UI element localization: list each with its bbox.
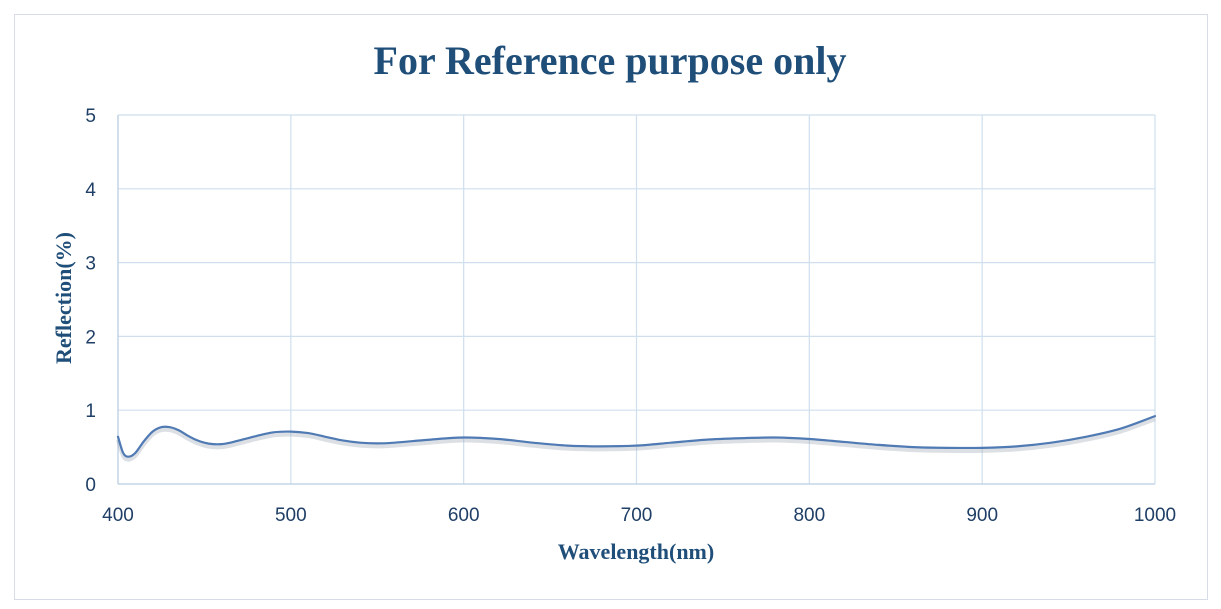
y-tick-label: 2 — [85, 327, 96, 348]
chart-title: For Reference purpose only — [374, 38, 847, 83]
x-tick-label: 700 — [621, 505, 653, 526]
series-line — [116, 415, 1157, 458]
x-tick-label: 800 — [793, 505, 825, 526]
x-axis-title: Wavelength(nm) — [558, 539, 714, 564]
y-tick-label: 0 — [85, 475, 96, 496]
tick-labels: 0 1 2 3 4 5 400 500 600 700 800 900 1000 — [85, 106, 1176, 526]
grid — [118, 114, 1156, 484]
x-tick-label: 1000 — [1134, 505, 1176, 526]
x-tick-label: 900 — [966, 505, 998, 526]
y-tick-label: 4 — [85, 180, 96, 201]
x-tick-label: 600 — [448, 505, 480, 526]
y-axis-title: Reflection(%) — [51, 232, 76, 364]
y-tick-label: 5 — [85, 106, 96, 127]
y-tick-label: 1 — [85, 401, 96, 422]
axes — [117, 115, 1155, 485]
x-tick-label: 500 — [275, 505, 307, 526]
chart-frame — [14, 14, 1208, 600]
x-tick-label: 400 — [102, 505, 134, 526]
series-layer — [116, 415, 1157, 462]
y-tick-label: 3 — [85, 254, 96, 275]
series-line-shadow — [116, 417, 1156, 462]
